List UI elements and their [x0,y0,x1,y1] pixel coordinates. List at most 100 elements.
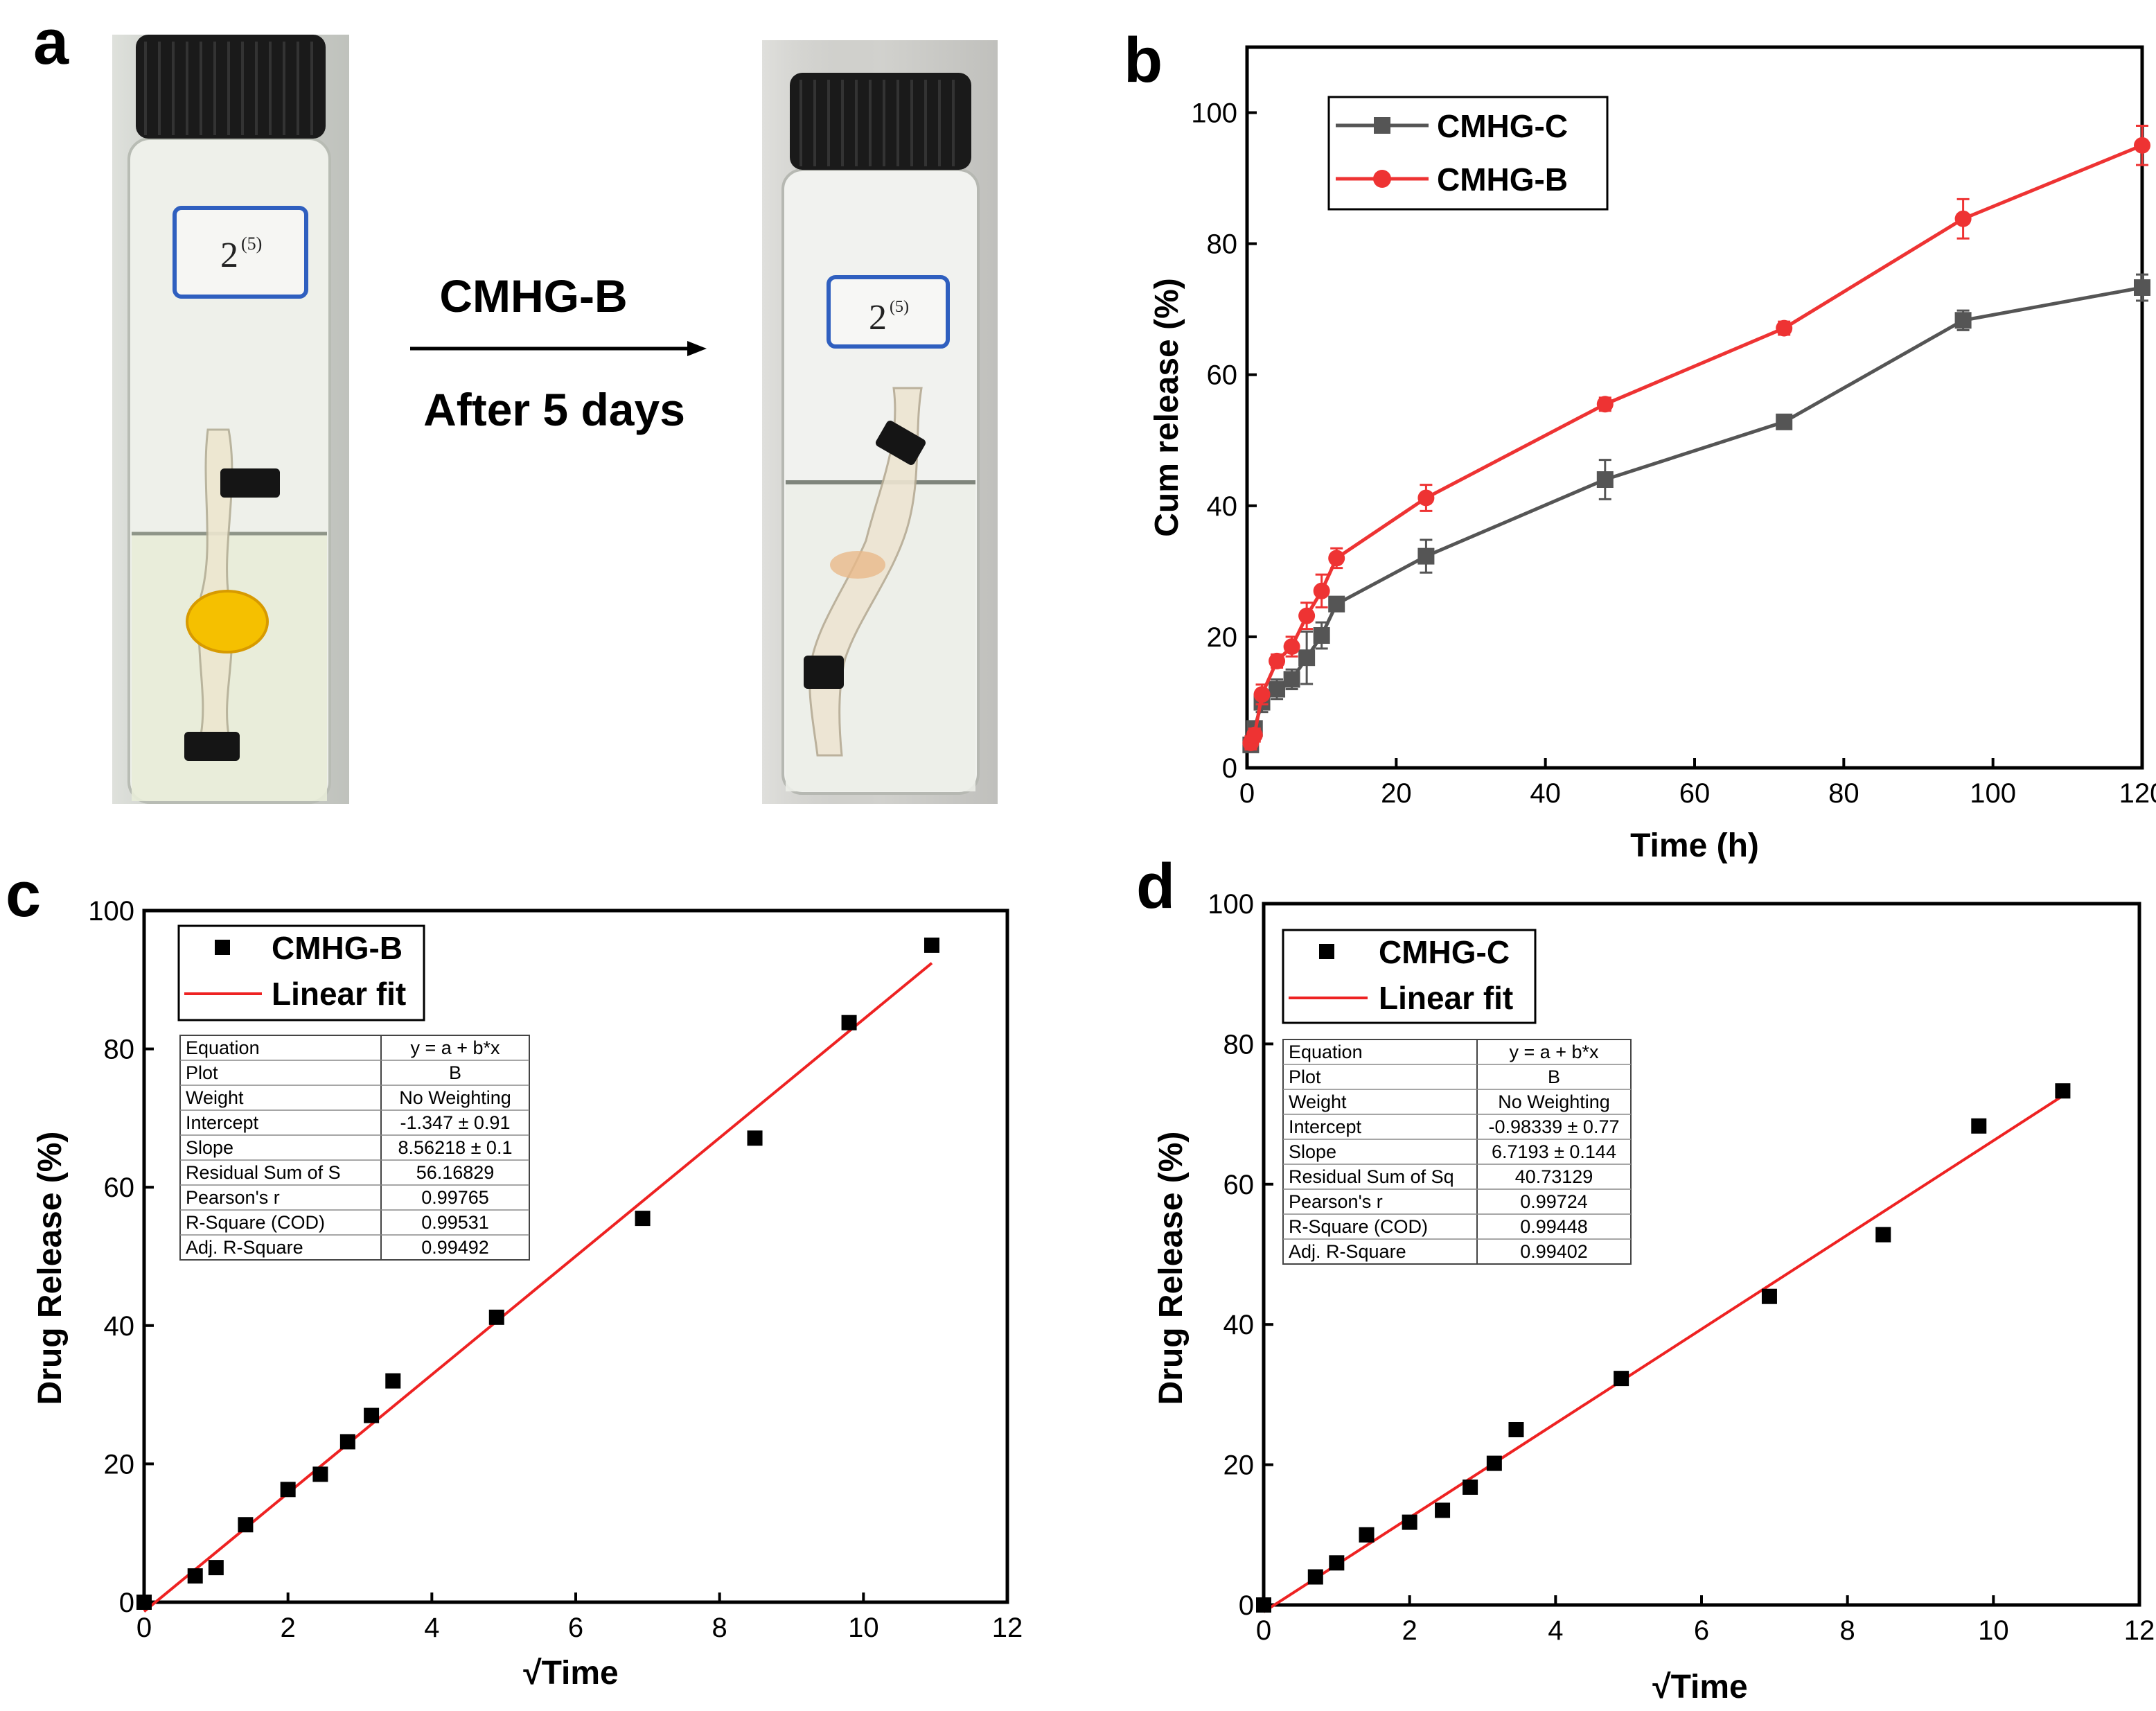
y-axis-title: Drug Release (%) [32,1132,69,1405]
data-point-cmhg-c [1508,1422,1524,1437]
data-point-cmhg-b [238,1517,254,1533]
bag-clip-top [875,421,926,465]
data-point-cmhg-c [1269,681,1286,698]
data-point-cmhg-b [924,937,939,953]
x-tick-label: 20 [1381,778,1412,809]
x-axis-title: √Time [1652,1669,1748,1705]
y-tick-label: 40 [104,1311,135,1342]
table-cell-label: Weight [186,1087,244,1108]
x-tick-label: 6 [1694,1615,1709,1646]
data-point-cmhg-b [136,1595,152,1610]
legend-box [1327,96,1609,211]
panel-c: c 0 2 4 6 8 10 12 0 20 40 60 80 100 √Time Drug Relea… [6,859,1023,1692]
y-tick-label: 20 [104,1449,135,1480]
legend: CMHG-C CMHG-B [1327,96,1609,211]
y-tick-label: 80 [104,1035,135,1065]
y-tick-label: 100 [88,896,134,927]
data-point-cmhg-c [2134,279,2150,296]
data-point-cmhg-b [385,1373,401,1389]
x-tick-label: 60 [1679,778,1711,809]
data-point-cmhg-b [1328,550,1345,567]
legend-marker-cmhg-c [1374,117,1390,134]
data-point-cmhg-c [1486,1455,1502,1471]
panel-d: d 0 2 4 6 8 10 12 0 20 40 60 80 100 √Time Drug Relea… [1136,851,2155,1705]
table-cell-label: Plot [186,1062,218,1083]
table-cell-value: 0.99448 [1520,1216,1588,1237]
y-tick-label: 20 [1223,1450,1255,1481]
table-cell-value: 6.7193 ± 0.144 [1492,1141,1616,1162]
vial-label-number: 2 [220,236,238,275]
table-cell-label: Adj. R-Square [186,1237,303,1258]
panel-a-letter: a [33,7,69,78]
x-tick-label: 2 [1402,1615,1417,1646]
data-point-cmhg-c [1761,1288,1777,1304]
table-cell-value: y = a + b*x [410,1037,500,1058]
data-point-cmhg-b [1417,489,1435,507]
table-frame [179,1035,530,1261]
series-line-cmhg-b [1249,143,2143,744]
data-point-cmhg-c [1359,1527,1375,1543]
table-cell-value: B [1548,1067,1560,1087]
arrow-sublabel: After 5 days [423,384,685,435]
data-point-cmhg-c [1328,595,1345,613]
table-cell-label: Slope [1289,1141,1336,1162]
table-cell-label: Residual Sum of Sq [1289,1166,1454,1187]
table-cell-value: 0.99765 [421,1187,489,1208]
data-point-cmhg-c [1283,671,1300,688]
y-tick-label: 40 [1223,1310,1255,1340]
x-tick-label: 10 [1978,1615,2009,1646]
table-cell-label: R-Square (COD) [1289,1216,1428,1237]
data-point-cmhg-b [208,1560,224,1576]
bag-clip-bottom [804,656,844,689]
data-point-cmhg-c [1329,1555,1345,1571]
legend: CMHG-C Linear fit [1282,929,1537,1024]
data-point-cmhg-c [1971,1118,1987,1134]
residual-gel [830,551,885,579]
data-point-cmhg-b [1954,210,1972,227]
data-point-cmhg-c [1417,547,1435,565]
x-tick-label: 10 [848,1613,879,1643]
vial-label-sticker [173,206,308,299]
data-point-cmhg-b [1298,607,1316,624]
table-cell-value: 0.99531 [421,1212,489,1233]
x-tick-label: 100 [1970,778,2016,809]
table-cell-label: R-Square (COD) [186,1212,325,1233]
plot-area: 0 2 4 6 8 10 12 0 20 40 60 80 100 [88,896,1023,1643]
legend-label-cmhg-c: CMHG-C [1379,934,1510,970]
table-cell-value: 56.16829 [416,1162,495,1183]
data-point-cmhg-b [841,1015,857,1030]
y-tick-label: 60 [1207,360,1238,391]
plot-area: 0 20 40 60 80 100 120 0 20 40 60 80 100 [1191,98,2156,809]
legend-label-cmhg-b: CMHG-B [272,930,403,966]
data-point-cmhg-b [488,1309,504,1325]
data-point-cmhg-c [1307,1569,1323,1585]
legend-label-cmhg-c: CMHG-C [1437,108,1568,144]
y-tick-label: 0 [1239,1590,1254,1621]
x-tick-label: 8 [712,1613,727,1643]
data-point-cmhg-b [280,1482,296,1498]
vial-photo-before: 2 (5) [112,35,349,804]
data-point-cmhg-c [1435,1502,1451,1518]
table-cell-value: -1.347 ± 0.91 [400,1112,511,1133]
vial-label-superscript: (5) [241,234,262,254]
bag-clip-top [220,468,280,498]
x-tick-label: 4 [1548,1615,1563,1646]
legend-label-fit: Linear fit [1379,980,1513,1016]
legend: CMHG-B Linear fit [177,924,425,1021]
legend-marker-cmhg-c [1319,944,1334,959]
yellow-hydrogel-capsule [186,590,269,653]
data-point-cmhg-b [635,1211,651,1227]
x-axis-title: Time (h) [1630,827,1759,864]
x-tick-label: 0 [136,1613,152,1643]
data-point-cmhg-c [2055,1083,2071,1099]
y-tick-label: 100 [1208,889,1254,920]
bag-clip-bottom [184,732,240,761]
y-tick-label: 0 [119,1588,134,1618]
data-point-cmhg-b [1283,638,1300,656]
y-tick-label: 80 [1207,229,1238,260]
vial-label-number: 2 [869,298,887,337]
panel-b-letter: b [1124,25,1163,96]
table-cell-value: 0.99402 [1520,1241,1588,1262]
legend-marker-cmhg-b [215,940,230,955]
